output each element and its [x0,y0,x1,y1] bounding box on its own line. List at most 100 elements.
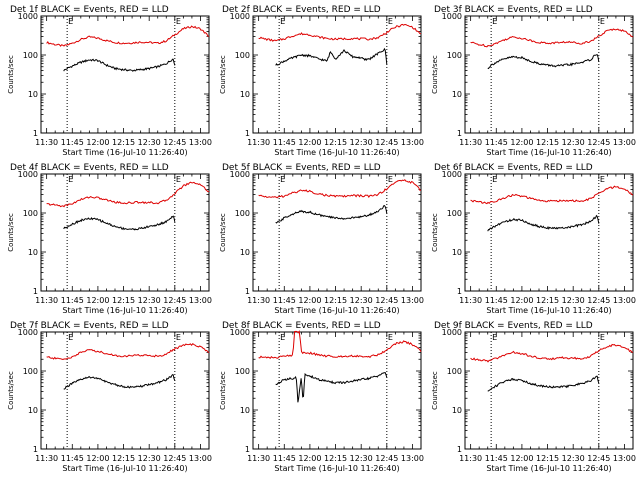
detector-panel-7: Det 7f BLACK = Events, RED = LLD 1 10 100 10… [7,321,212,473]
y-tick-label: 10 [240,248,250,257]
event-marker-label: E [492,175,497,184]
y-tick-label: 10 [28,406,38,415]
y-tick-label: 10 [452,90,462,99]
plot-title: Det 1f BLACK = Events, RED = LLD [10,5,169,15]
event-marker-label: E [68,333,73,342]
events-series-line [63,215,176,231]
event-marker-label: E [280,175,285,184]
event-marker-label: E [388,333,393,342]
y-axis-label: Counts/sec [431,55,439,94]
y-tick-label: 10 [452,406,462,415]
x-tick-label: 12:00 [298,454,321,463]
x-tick-label: 11:30 [35,138,58,147]
x-tick-label: 12:15 [536,138,559,147]
x-tick-label: 13:00 [613,296,636,305]
lld-series-line [470,28,634,48]
x-tick-label: 11:30 [459,296,482,305]
x-tick-label: 13:00 [613,138,636,147]
x-tick-label: 13:00 [613,454,636,463]
y-tick-label: 1 [457,287,462,296]
plot-frame [252,331,422,450]
y-tick-label: 10 [28,90,38,99]
x-axis-label: Start Time (16-Jul-10 11:26:40) [274,148,399,157]
x-tick-label: 12:00 [86,454,109,463]
y-tick-label: 1000 [18,12,38,21]
x-axis-label: Start Time (16-Jul-10 11:26:40) [62,306,187,315]
plot-title: Det 5f BLACK = Events, RED = LLD [222,163,381,173]
events-series-line [275,47,388,66]
x-tick-label: 11:45 [273,296,296,305]
y-axis-label: Counts/sec [7,55,15,94]
lld-series-line [258,23,422,42]
plot-title: Det 2f BLACK = Events, RED = LLD [222,5,381,15]
y-axis-label: Counts/sec [431,213,439,252]
x-tick-label: 12:30 [350,296,373,305]
x-tick-label: 13:00 [189,138,212,147]
x-tick-label: 12:30 [138,138,161,147]
x-tick-label: 12:45 [375,296,398,305]
y-tick-label: 1 [245,129,250,138]
x-axis-label: Start Time (16-Jul-10 11:26:40) [486,148,611,157]
y-tick-label: 100 [23,51,38,60]
x-tick-label: 12:15 [324,454,347,463]
y-tick-label: 1000 [442,12,462,21]
x-axis-label: Start Time (16-Jul-10 11:26:40) [274,464,399,473]
y-tick-label: 100 [23,367,38,376]
detector-panel-3: Det 3f BLACK = Events, RED = LLD 1 10 100 10… [431,5,636,157]
x-tick-label: 13:00 [401,454,424,463]
lld-series-line [470,185,634,205]
x-tick-label: 13:00 [401,138,424,147]
y-tick-label: 1 [33,287,38,296]
event-marker-label: E [492,17,497,26]
y-axis-label: Counts/sec [431,371,439,410]
event-marker-label: E [600,175,605,184]
x-tick-label: 11:30 [459,138,482,147]
lld-series-line [46,181,210,208]
x-tick-label: 12:00 [298,296,321,305]
event-marker-label: E [176,17,181,26]
y-axis-label: Counts/sec [7,213,15,252]
y-tick-label: 100 [23,209,38,218]
y-tick-label: 1 [457,445,462,454]
event-marker-label: E [280,333,285,342]
detector-panel-6: Det 6f BLACK = Events, RED = LLD 1 10 100 10… [431,163,636,315]
y-tick-label: 100 [447,367,462,376]
event-marker-label: E [176,333,181,342]
x-tick-label: 13:00 [189,296,212,305]
x-tick-label: 12:30 [350,138,373,147]
plot-title: Det 6f BLACK = Events, RED = LLD [434,163,593,173]
y-tick-label: 1000 [18,328,38,337]
x-tick-label: 12:30 [562,454,585,463]
x-axis-label: Start Time (16-Jul-10 11:26:40) [486,464,611,473]
x-tick-label: 12:15 [324,138,347,147]
y-tick-label: 1000 [18,170,38,179]
event-marker-label: E [492,333,497,342]
x-tick-label: 11:45 [61,454,84,463]
plot-title: Det 4f BLACK = Events, RED = LLD [10,163,169,173]
lld-series-line [46,25,210,47]
x-tick-label: 11:30 [247,296,270,305]
event-marker-label: E [176,175,181,184]
y-tick-label: 100 [235,209,250,218]
x-tick-label: 11:45 [273,454,296,463]
x-tick-label: 12:30 [562,138,585,147]
x-tick-label: 12:45 [587,296,610,305]
event-marker-label: E [280,17,285,26]
x-tick-label: 12:45 [375,454,398,463]
plot-title: Det 3f BLACK = Events, RED = LLD [434,5,593,15]
x-tick-label: 12:15 [112,138,135,147]
x-tick-label: 11:45 [485,296,508,305]
y-tick-label: 10 [240,406,250,415]
x-tick-label: 12:30 [562,296,585,305]
y-tick-label: 100 [235,51,250,60]
event-marker-label: E [68,175,73,184]
plot-frame [40,173,210,292]
x-tick-label: 12:15 [536,296,559,305]
x-tick-label: 12:45 [163,138,186,147]
events-series-line [275,372,388,403]
y-tick-label: 10 [240,90,250,99]
x-tick-label: 12:00 [86,138,109,147]
plot-frame [252,173,422,292]
x-axis-label: Start Time (16-Jul-10 11:26:40) [62,148,187,157]
